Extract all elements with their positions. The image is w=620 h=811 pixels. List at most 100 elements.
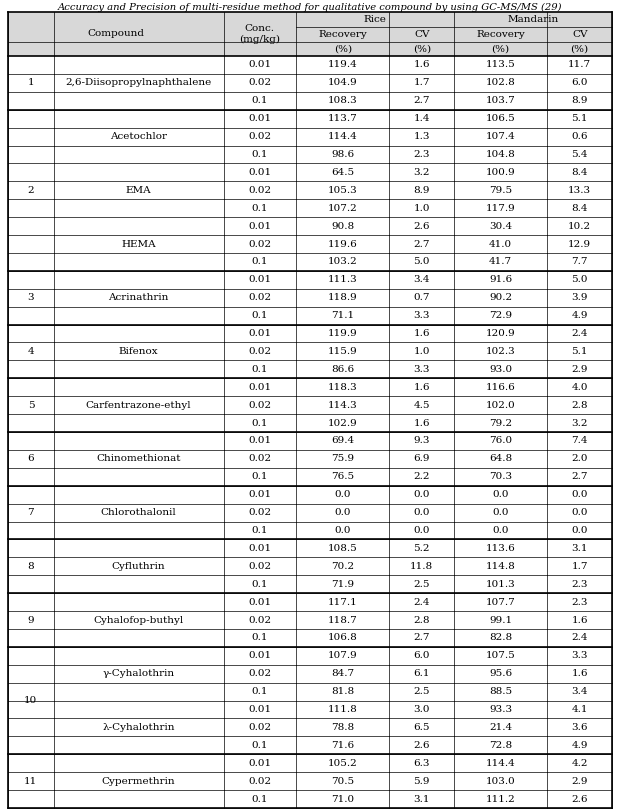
- Text: 8.4: 8.4: [572, 204, 588, 212]
- Text: 2.6: 2.6: [572, 795, 588, 804]
- Text: 11.7: 11.7: [568, 61, 591, 70]
- Text: 1.6: 1.6: [414, 61, 430, 70]
- Text: 105.2: 105.2: [328, 759, 358, 768]
- Text: (%): (%): [570, 45, 589, 54]
- Text: 0.01: 0.01: [248, 544, 272, 553]
- Text: CV: CV: [572, 30, 587, 39]
- Text: 0.02: 0.02: [248, 132, 272, 141]
- Text: Acetochlor: Acetochlor: [110, 132, 167, 141]
- Text: 98.6: 98.6: [331, 150, 354, 159]
- Text: 0.7: 0.7: [414, 294, 430, 303]
- Text: 106.5: 106.5: [486, 114, 516, 123]
- Text: Cyfluthrin: Cyfluthrin: [112, 562, 166, 571]
- Text: 70.5: 70.5: [331, 777, 354, 786]
- Text: 119.4: 119.4: [328, 61, 358, 70]
- Text: 0.1: 0.1: [252, 795, 268, 804]
- Text: 30.4: 30.4: [489, 221, 512, 230]
- Text: 103.0: 103.0: [486, 777, 516, 786]
- Text: 0.01: 0.01: [248, 759, 272, 768]
- Bar: [8, 253, 612, 271]
- Bar: [8, 432, 612, 450]
- Text: 1.6: 1.6: [572, 669, 588, 678]
- Text: 4.9: 4.9: [572, 740, 588, 750]
- Text: 0.01: 0.01: [248, 598, 272, 607]
- Text: 0.1: 0.1: [252, 687, 268, 696]
- Text: 0.1: 0.1: [252, 472, 268, 481]
- Bar: [8, 450, 612, 468]
- Text: γ-Cyhalothrin: γ-Cyhalothrin: [102, 669, 175, 678]
- Text: 102.3: 102.3: [486, 347, 516, 356]
- Bar: [8, 289, 612, 307]
- Bar: [8, 235, 612, 253]
- Text: 2.4: 2.4: [572, 329, 588, 338]
- Bar: [8, 74, 612, 92]
- Text: 1.0: 1.0: [414, 347, 430, 356]
- Text: 0.6: 0.6: [572, 132, 588, 141]
- Text: 3.1: 3.1: [572, 544, 588, 553]
- Text: 0.02: 0.02: [248, 186, 272, 195]
- Text: 6.0: 6.0: [572, 79, 588, 88]
- Bar: [8, 736, 612, 754]
- Text: 69.4: 69.4: [331, 436, 354, 445]
- Text: 100.9: 100.9: [486, 168, 516, 177]
- Text: 71.0: 71.0: [331, 795, 354, 804]
- Text: 1.3: 1.3: [414, 132, 430, 141]
- Text: 2.5: 2.5: [414, 580, 430, 589]
- Text: Compound: Compound: [87, 29, 144, 38]
- Text: 0.0: 0.0: [572, 508, 588, 517]
- Text: 2.9: 2.9: [572, 365, 588, 374]
- Text: 2.6: 2.6: [414, 740, 430, 750]
- Text: 0.0: 0.0: [572, 490, 588, 499]
- Text: 0.1: 0.1: [252, 257, 268, 266]
- Text: 13.3: 13.3: [568, 186, 591, 195]
- Text: 0.01: 0.01: [248, 61, 272, 70]
- Text: 0.01: 0.01: [248, 221, 272, 230]
- Text: 8.4: 8.4: [572, 168, 588, 177]
- Bar: [8, 719, 612, 736]
- Bar: [8, 701, 612, 719]
- Text: 10: 10: [24, 696, 38, 705]
- Text: 4: 4: [27, 347, 34, 356]
- Bar: [8, 575, 612, 593]
- Text: 1.0: 1.0: [414, 204, 430, 212]
- Text: 12.9: 12.9: [568, 239, 591, 248]
- Bar: [8, 200, 612, 217]
- Text: 0.0: 0.0: [335, 490, 351, 499]
- Bar: [8, 56, 612, 74]
- Text: 3.3: 3.3: [572, 651, 588, 660]
- Text: 0.0: 0.0: [414, 490, 430, 499]
- Text: 90.8: 90.8: [331, 221, 354, 230]
- Text: 5: 5: [27, 401, 34, 410]
- Bar: [8, 182, 612, 200]
- Text: 4.2: 4.2: [572, 759, 588, 768]
- Text: 119.9: 119.9: [328, 329, 358, 338]
- Text: 107.9: 107.9: [328, 651, 358, 660]
- Text: 84.7: 84.7: [331, 669, 354, 678]
- Text: 0.02: 0.02: [248, 669, 272, 678]
- Text: 118.3: 118.3: [328, 383, 358, 392]
- Bar: [8, 486, 612, 504]
- Text: 70.2: 70.2: [331, 562, 354, 571]
- Text: 0.01: 0.01: [248, 168, 272, 177]
- Text: 0.1: 0.1: [252, 580, 268, 589]
- Text: 102.0: 102.0: [486, 401, 516, 410]
- Text: 0.02: 0.02: [248, 79, 272, 88]
- Text: 88.5: 88.5: [489, 687, 512, 696]
- Text: 111.2: 111.2: [486, 795, 516, 804]
- Text: 0.02: 0.02: [248, 616, 272, 624]
- Text: 103.2: 103.2: [328, 257, 358, 266]
- Text: 2.7: 2.7: [414, 97, 430, 105]
- Bar: [8, 12, 612, 56]
- Text: 105.3: 105.3: [328, 186, 358, 195]
- Text: 0.02: 0.02: [248, 239, 272, 248]
- Text: Conc.
(mg/kg): Conc. (mg/kg): [239, 24, 280, 44]
- Bar: [8, 647, 612, 665]
- Text: 107.5: 107.5: [486, 651, 516, 660]
- Text: 91.6: 91.6: [489, 275, 512, 285]
- Text: 106.8: 106.8: [328, 633, 358, 642]
- Text: 0.01: 0.01: [248, 114, 272, 123]
- Text: 113.5: 113.5: [486, 61, 516, 70]
- Text: 2.3: 2.3: [572, 598, 588, 607]
- Text: 1.7: 1.7: [414, 79, 430, 88]
- Text: 0.1: 0.1: [252, 418, 268, 427]
